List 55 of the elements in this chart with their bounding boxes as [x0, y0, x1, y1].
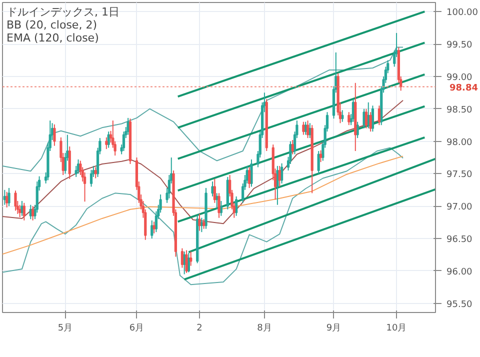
- candlestick: [90, 169, 93, 188]
- y-tick-label: 98.00: [446, 138, 473, 148]
- candlestick: [68, 146, 71, 180]
- y-tick-label: 97.50: [446, 170, 473, 180]
- y-tick-label: 96.00: [446, 267, 473, 278]
- x-tick-label: 9月: [326, 324, 342, 334]
- ref-line-label: 98.84: [450, 83, 478, 94]
- candlestick: [319, 150, 322, 163]
- y-tick-label: 100.00: [446, 8, 478, 18]
- y-tick-label: 97.00: [446, 202, 473, 213]
- candlestick: [378, 105, 381, 126]
- line-series: [2, 156, 404, 255]
- candlestick: [14, 190, 17, 212]
- annotation: EMA (120, close): [6, 32, 99, 44]
- candlestick: [32, 206, 34, 221]
- candlestick: [291, 139, 294, 155]
- candlestick: [150, 220, 154, 240]
- candlestick: [18, 204, 22, 218]
- candlestick: [94, 166, 97, 179]
- candlestick: [8, 187, 10, 207]
- candlestick: [348, 112, 350, 126]
- candlestick: [356, 121, 359, 139]
- candlestick: [317, 150, 320, 174]
- x-tick-label: 8月: [257, 324, 272, 334]
- y-tick-label: 96.50: [446, 235, 473, 246]
- y-tick-label: 95.50: [446, 300, 473, 310]
- x-tick-label: 5月: [58, 324, 73, 334]
- x-tick-label: 10月: [386, 324, 407, 334]
- y-tick-label: 98.50: [446, 105, 473, 116]
- candlestick: [185, 250, 188, 274]
- line-series: [2, 46, 404, 172]
- candlestick: [278, 165, 281, 188]
- candlestick: [362, 108, 366, 129]
- candlestick: [198, 213, 201, 232]
- candlestick: [22, 202, 26, 221]
- candlestick: [248, 166, 251, 188]
- candlestick: [306, 120, 310, 139]
- candlestick: [6, 191, 8, 208]
- candlestick: [152, 221, 156, 234]
- line-series: [2, 100, 404, 224]
- chart-title: ドルインデックス, 1日: [6, 6, 120, 18]
- y-tick-label: 99.00: [446, 72, 473, 83]
- y-tick-label: 99.50: [446, 40, 473, 51]
- x-tick-label: 2: [196, 324, 202, 334]
- line-series: [2, 147, 404, 286]
- candlestick: [180, 248, 184, 268]
- candlestick: [105, 136, 108, 150]
- x-tick-label: 6月: [129, 324, 144, 334]
- candlestick: [53, 124, 56, 146]
- candlestick: [302, 121, 305, 136]
- candlestick: [211, 180, 214, 197]
- candlestick: [122, 131, 126, 152]
- candlestick: [250, 158, 253, 188]
- candlestick: [369, 112, 372, 132]
- annotation: BB (20, close, 2): [6, 18, 97, 32]
